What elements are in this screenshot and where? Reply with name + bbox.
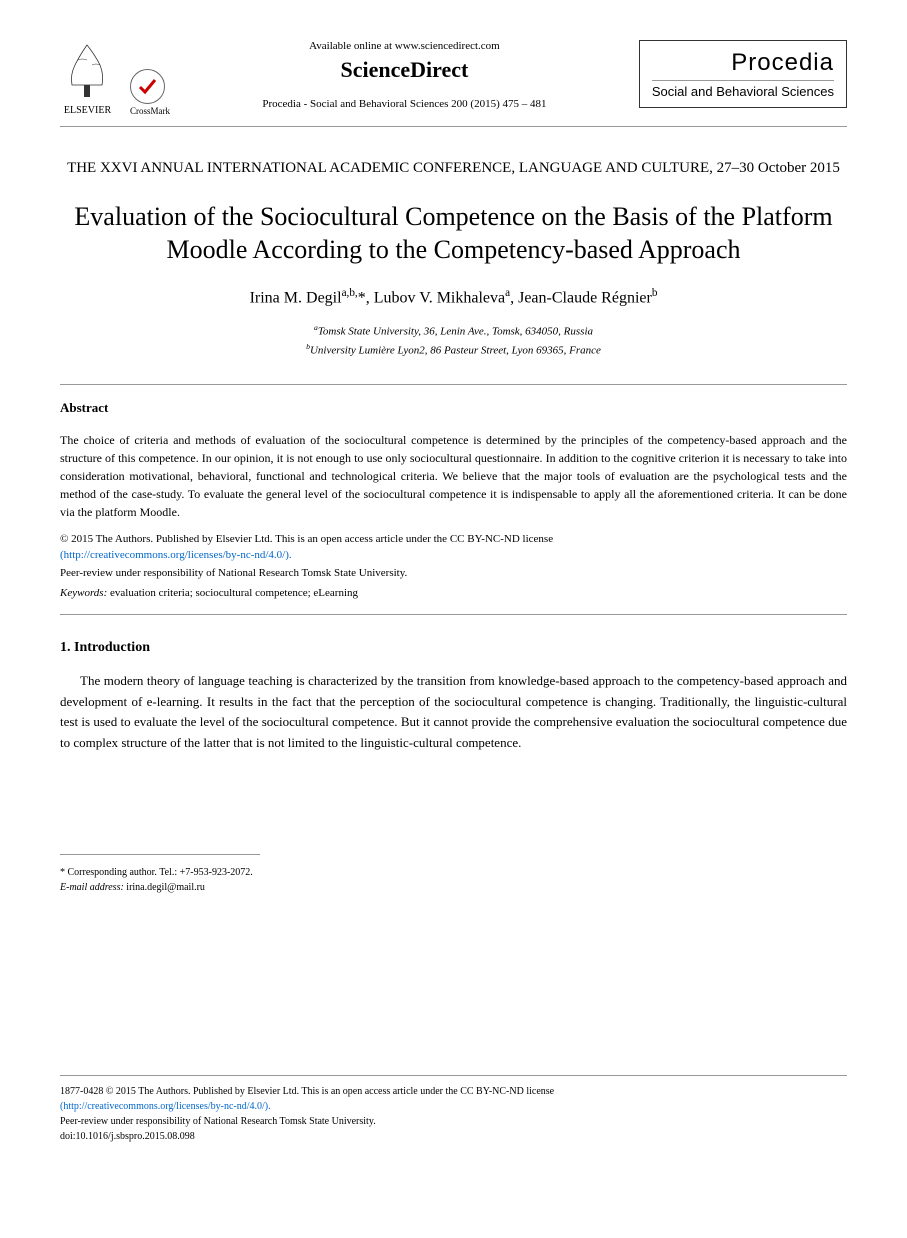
page-header: ELSEVIER CrossMark Available online at w… xyxy=(60,40,847,127)
affiliation-a: Tomsk State University, 36, Lenin Ave., … xyxy=(318,326,593,338)
keywords-label: Keywords: xyxy=(60,587,107,599)
authors-list: Irina M. Degila,b,*, Lubov V. Mikhalevaa… xyxy=(60,287,847,307)
corresponding-email: irina.degil@mail.ru xyxy=(124,882,205,893)
sciencedirect-logo: ScienceDirect xyxy=(170,57,639,83)
copyright-block: © 2015 The Authors. Published by Elsevie… xyxy=(60,531,847,564)
email-label: E-mail address: xyxy=(60,882,124,893)
copyright-text: © 2015 The Authors. Published by Elsevie… xyxy=(60,533,553,545)
abstract-heading: Abstract xyxy=(60,400,847,416)
crossmark-badge[interactable]: CrossMark xyxy=(130,69,170,116)
author-3-affiliation: b xyxy=(652,287,658,299)
author-2: , Lubov V. Mikhaleva xyxy=(366,289,505,306)
corresponding-marker: * xyxy=(358,289,366,306)
crossmark-icon xyxy=(130,69,165,104)
footer-issn: 1877-0428 © 2015 The Authors. Published … xyxy=(60,1084,847,1099)
crossmark-label: CrossMark xyxy=(130,106,170,116)
header-left: ELSEVIER CrossMark xyxy=(60,40,170,116)
paper-title: Evaluation of the Sociocultural Competen… xyxy=(60,200,847,268)
peer-review-text: Peer-review under responsibility of Nati… xyxy=(60,567,847,579)
author-3: , Jean-Claude Régnier xyxy=(510,289,652,306)
footnote-section xyxy=(60,854,260,865)
footer-doi: doi:10.1016/j.sbspro.2015.08.098 xyxy=(60,1129,847,1144)
available-online-text: Available online at www.sciencedirect.co… xyxy=(170,40,639,52)
footnote: * Corresponding author. Tel.: +7-953-923… xyxy=(60,865,847,895)
page-footer: 1877-0428 © 2015 The Authors. Published … xyxy=(60,1075,847,1144)
author-1-affiliation: a,b, xyxy=(342,287,358,299)
abstract-text: The choice of criteria and methods of ev… xyxy=(60,431,847,521)
section-1-heading: 1. Introduction xyxy=(60,640,847,656)
elsevier-label: ELSEVIER xyxy=(60,105,115,116)
section-1-text: The modern theory of language teaching i… xyxy=(60,671,847,754)
license-link[interactable]: (http://creativecommons.org/licenses/by-… xyxy=(60,549,292,561)
author-1: Irina M. Degil xyxy=(250,289,342,306)
keywords-text: evaluation criteria; sociocultural compe… xyxy=(107,587,358,599)
procedia-subtitle: Social and Behavioral Sciences xyxy=(652,80,834,99)
divider xyxy=(60,384,847,385)
keywords-line: Keywords: evaluation criteria; sociocult… xyxy=(60,587,847,615)
procedia-title: Procedia xyxy=(652,49,834,77)
footer-license-link[interactable]: (http://creativecommons.org/licenses/by-… xyxy=(60,1101,271,1112)
elsevier-logo: ELSEVIER xyxy=(60,40,115,116)
elsevier-tree-icon xyxy=(60,40,115,100)
footer-peer-review: Peer-review under responsibility of Nati… xyxy=(60,1114,847,1129)
corresponding-author-note: * Corresponding author. Tel.: +7-953-923… xyxy=(60,865,847,880)
affiliation-b: University Lumière Lyon2, 86 Pasteur Str… xyxy=(310,344,601,356)
journal-citation: Procedia - Social and Behavioral Science… xyxy=(170,98,639,110)
procedia-box: Procedia Social and Behavioral Sciences xyxy=(639,40,847,108)
header-center: Available online at www.sciencedirect.co… xyxy=(170,40,639,110)
conference-name: THE XXVI ANNUAL INTERNATIONAL ACADEMIC C… xyxy=(60,157,847,180)
affiliations: aTomsk State University, 36, Lenin Ave.,… xyxy=(60,322,847,358)
